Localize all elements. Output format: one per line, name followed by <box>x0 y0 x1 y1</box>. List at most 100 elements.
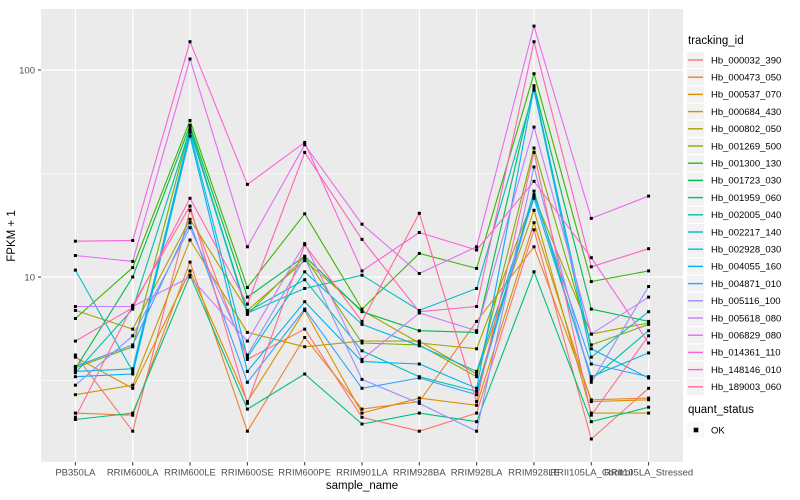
data-point <box>417 376 421 380</box>
data-point <box>589 256 593 260</box>
data-point <box>475 266 479 270</box>
data-point <box>475 429 479 433</box>
data-point <box>532 86 536 90</box>
data-point <box>647 396 651 400</box>
data-point <box>303 256 307 260</box>
x-tick-label: RRII105LA_Control <box>550 468 632 479</box>
data-point <box>303 345 307 349</box>
data-point <box>360 341 364 345</box>
legend-label: OK <box>711 425 725 436</box>
data-point <box>532 245 536 249</box>
data-point <box>360 319 364 323</box>
data-point <box>303 327 307 331</box>
data-point <box>475 319 479 323</box>
legend-label: Hb_002217_140 <box>711 227 781 238</box>
data-point <box>303 140 307 144</box>
data-point <box>417 339 421 343</box>
data-point <box>417 251 421 255</box>
data-point <box>475 329 479 333</box>
data-point <box>532 270 536 274</box>
data-point <box>188 275 192 279</box>
data-point <box>131 413 135 417</box>
data-point <box>532 88 536 92</box>
data-point <box>589 347 593 351</box>
x-tick-label: RRII105LA_Stressed <box>604 468 693 479</box>
data-point <box>589 420 593 424</box>
data-point <box>303 212 307 216</box>
data-point <box>475 248 479 252</box>
data-point <box>647 398 651 402</box>
data-point <box>475 393 479 397</box>
data-point <box>245 245 249 249</box>
data-point <box>360 422 364 426</box>
legend-label: Hb_014361_110 <box>711 348 781 359</box>
data-point <box>73 308 77 312</box>
data-point <box>589 355 593 359</box>
data-point <box>73 339 77 343</box>
data-point <box>360 339 364 343</box>
legend-label: Hb_000537_070 <box>711 90 781 101</box>
data-point <box>532 125 536 129</box>
data-point <box>589 307 593 311</box>
legend-item: Hb_004055_160 <box>687 258 781 275</box>
data-point <box>188 204 192 208</box>
data-point <box>647 329 651 333</box>
data-point <box>245 339 249 343</box>
data-point <box>131 372 135 376</box>
legend-item: Hb_000802_050 <box>687 120 781 137</box>
legend-label: Hb_005116_100 <box>711 296 781 307</box>
data-point <box>647 247 651 251</box>
data-point <box>532 150 536 154</box>
data-point <box>245 355 249 359</box>
x-tick-label: RRIM928LE <box>508 468 560 479</box>
legend-item: Hb_005618_080 <box>687 310 781 326</box>
data-point <box>532 193 536 197</box>
data-point <box>532 165 536 169</box>
data-point <box>417 211 421 215</box>
x-tick-label: RRIM600SE <box>221 468 274 479</box>
data-point <box>589 280 593 284</box>
data-point <box>647 351 651 355</box>
data-point <box>647 375 651 379</box>
data-point <box>188 119 192 122</box>
data-point <box>245 311 249 315</box>
data-point <box>188 226 192 230</box>
data-point <box>647 334 651 338</box>
data-point <box>475 403 479 407</box>
legend-title-quant-status: quant_status <box>688 404 754 416</box>
legend-label: Hb_002005_040 <box>711 210 781 221</box>
data-point <box>73 353 77 357</box>
data-point <box>188 260 192 264</box>
data-point <box>245 401 249 405</box>
data-point <box>475 375 479 379</box>
data-point <box>417 272 421 275</box>
y-tick-label: 100 <box>19 66 35 77</box>
data-point <box>475 287 479 290</box>
data-point <box>131 343 135 347</box>
data-point <box>73 364 77 368</box>
legend-item: Hb_002928_030 <box>687 241 781 258</box>
data-point <box>360 269 364 273</box>
data-point <box>245 182 249 186</box>
data-point <box>589 413 593 417</box>
data-point <box>360 386 364 390</box>
legend-label: Hb_000032_390 <box>711 55 781 66</box>
data-point <box>188 273 192 277</box>
data-point <box>188 238 192 242</box>
data-point <box>360 310 364 314</box>
legend-item: Hb_001300_130 <box>687 155 781 172</box>
x-tick-label: RRIM901LA <box>336 468 388 479</box>
data-point <box>589 332 593 336</box>
data-point <box>589 400 593 404</box>
x-tick-label: PB350LA <box>55 468 96 479</box>
data-point <box>589 375 593 379</box>
data-point <box>417 231 421 234</box>
data-point <box>647 194 651 198</box>
data-point <box>131 386 135 390</box>
legend-item: Hb_006829_080 <box>687 327 781 344</box>
data-point <box>589 437 593 441</box>
data-point <box>131 345 135 349</box>
data-point <box>417 329 421 333</box>
data-point <box>417 341 421 345</box>
data-point <box>245 369 249 373</box>
